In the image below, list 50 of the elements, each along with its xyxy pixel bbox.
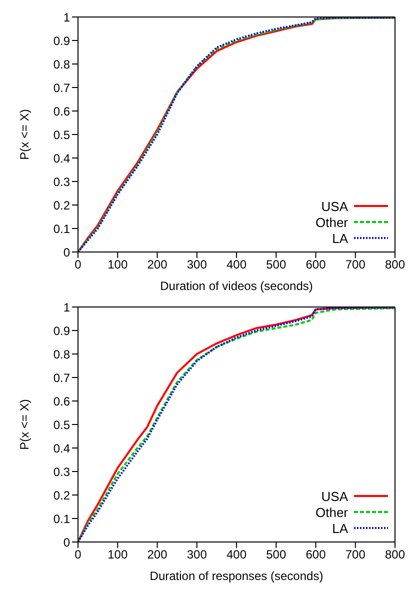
x-axis-title: Duration of videos (seconds): [160, 279, 313, 293]
y-tick-label: 0.8: [53, 57, 70, 72]
y-axis-title: P(x <= X): [17, 109, 32, 160]
y-tick-label: 0.4: [53, 441, 70, 456]
y-tick-label: 0: [63, 535, 70, 550]
x-axis-title: Duration of responses (seconds): [150, 569, 324, 583]
x-tick-label: 0: [74, 258, 82, 272]
x-tick-label: 700: [345, 548, 366, 562]
y-axis-title: P(x <= X): [17, 399, 32, 450]
y-tick-label: 0.5: [53, 128, 70, 142]
y-tick-label: 0: [63, 245, 70, 260]
x-tick-label: 200: [147, 258, 168, 272]
legend-label: LA: [332, 520, 348, 536]
y-tick-label: 0.1: [53, 512, 70, 526]
y-tick-label: 0.6: [53, 394, 70, 408]
x-tick-label: 100: [108, 548, 128, 562]
legend-label: Other: [315, 504, 348, 520]
x-tick-label: 800: [384, 258, 406, 272]
x-tick-label: 500: [266, 258, 286, 272]
y-tick-label: 0.9: [53, 34, 70, 48]
y-tick-label: 0.4: [53, 151, 70, 166]
y-tick-label: 1: [63, 10, 70, 24]
y-tick-label: 0.6: [53, 104, 70, 118]
x-tick-label: 700: [345, 258, 366, 272]
x-tick-label: 300: [186, 258, 208, 272]
legend-label: LA: [332, 230, 348, 246]
x-tick-label: 400: [226, 258, 247, 272]
x-tick-label: 300: [186, 548, 208, 562]
legend-label: Other: [315, 214, 348, 230]
y-tick-label: 0.3: [53, 174, 70, 189]
y-tick-label: 0.7: [53, 370, 70, 385]
legend-label: USA: [321, 198, 348, 214]
legend-label: USA: [321, 488, 348, 504]
x-tick-label: 400: [226, 548, 247, 562]
y-tick-label: 0.9: [53, 324, 70, 338]
x-tick-label: 800: [384, 548, 406, 562]
y-tick-label: 0.8: [53, 347, 70, 362]
y-tick-label: 0.1: [53, 222, 70, 236]
x-tick-label: 200: [147, 548, 168, 562]
x-tick-label: 100: [108, 258, 128, 272]
x-tick-label: 500: [266, 548, 286, 562]
x-tick-label: 0: [74, 548, 82, 562]
y-tick-label: 0.2: [53, 488, 70, 502]
x-tick-label: 600: [306, 258, 326, 272]
y-tick-label: 0.7: [53, 80, 70, 95]
y-tick-label: 0.3: [53, 464, 70, 479]
y-tick-label: 0.5: [53, 418, 70, 432]
x-tick-label: 600: [306, 548, 326, 562]
y-tick-label: 0.2: [53, 198, 70, 212]
y-tick-label: 1: [63, 300, 70, 314]
